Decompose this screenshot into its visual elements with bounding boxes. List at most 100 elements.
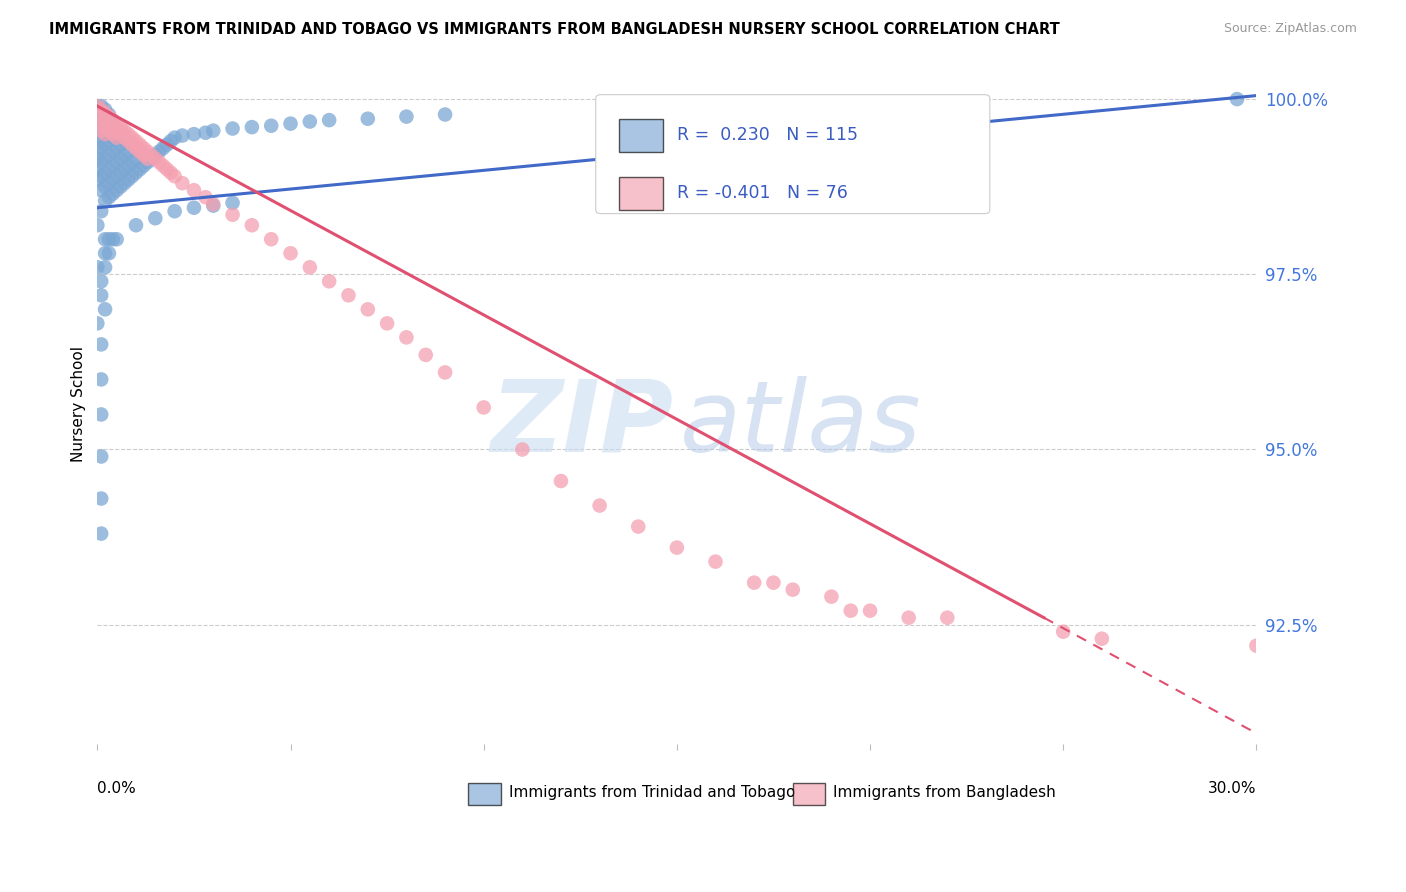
Point [90,106,112,120]
Point [859,604,882,618]
Point [762,575,785,590]
Point [86,110,108,124]
Point [90,204,112,219]
Point [112,148,135,162]
Point [357,112,380,126]
Text: Immigrants from Trinidad and Tobago: Immigrants from Trinidad and Tobago [509,785,796,800]
Point [112,130,135,145]
Point [240,219,263,233]
Point [163,130,186,145]
Text: 0.0%: 0.0% [97,781,136,797]
Point [97,134,120,148]
Point [86,120,108,135]
Point [90,155,112,169]
Point [90,372,112,386]
Point [742,575,765,590]
Point [121,155,143,169]
Point [152,141,174,155]
Point [434,107,457,121]
Point [125,141,148,155]
Point [260,232,283,246]
Point [298,260,321,275]
Point [148,155,170,169]
Point [194,126,217,140]
Point [90,123,112,137]
Point [97,120,120,135]
Point [86,141,108,155]
Point [86,99,108,113]
Text: ZIP: ZIP [491,376,673,473]
Point [260,119,283,133]
Point [94,103,117,117]
Point [90,141,112,155]
Point [101,172,124,186]
Point [172,176,194,190]
Point [337,288,360,302]
Point [94,166,117,180]
Point [202,197,225,211]
Point [298,114,321,128]
Point [148,145,170,159]
Point [395,330,418,344]
Point [97,162,120,177]
Point [86,317,108,331]
Text: Immigrants from Bangladesh: Immigrants from Bangladesh [834,785,1056,800]
Point [117,159,139,173]
Point [90,183,112,197]
Point [121,130,143,145]
FancyBboxPatch shape [468,783,501,805]
Text: Source: ZipAtlas.com: Source: ZipAtlas.com [1223,22,1357,36]
Point [117,134,139,148]
Point [172,128,194,143]
Point [897,610,920,624]
Point [194,190,217,204]
Point [105,155,128,169]
Point [97,117,120,131]
Point [110,152,132,166]
Point [141,152,163,166]
Point [318,274,340,288]
Point [101,130,124,145]
Point [128,137,150,152]
Point [97,190,120,204]
Point [318,113,340,128]
Point [105,117,128,131]
Point [136,155,159,169]
Point [143,152,166,166]
Text: 30.0%: 30.0% [1208,781,1257,797]
Point [112,176,135,190]
Point [86,162,108,177]
Point [202,199,225,213]
Point [94,106,117,120]
Point [136,152,159,166]
Point [101,159,124,173]
Point [280,117,302,131]
Point [94,260,117,275]
Point [105,141,128,155]
Point [90,288,112,302]
FancyBboxPatch shape [793,783,825,805]
Point [90,113,112,128]
Point [143,148,166,162]
Point [163,204,186,219]
Point [94,152,117,166]
Point [434,365,457,379]
Point [1246,639,1268,653]
Text: atlas: atlas [681,376,922,473]
Point [97,232,120,246]
Point [90,450,112,464]
Point [105,183,128,197]
Point [105,232,128,246]
Point [472,401,495,415]
Point [97,123,120,137]
Point [90,99,112,113]
Point [94,179,117,194]
Point [90,337,112,351]
Point [97,148,120,162]
Point [375,317,398,331]
Point [1091,632,1114,646]
Point [627,519,650,533]
Point [117,127,139,141]
Point [395,110,418,124]
Point [101,186,124,201]
